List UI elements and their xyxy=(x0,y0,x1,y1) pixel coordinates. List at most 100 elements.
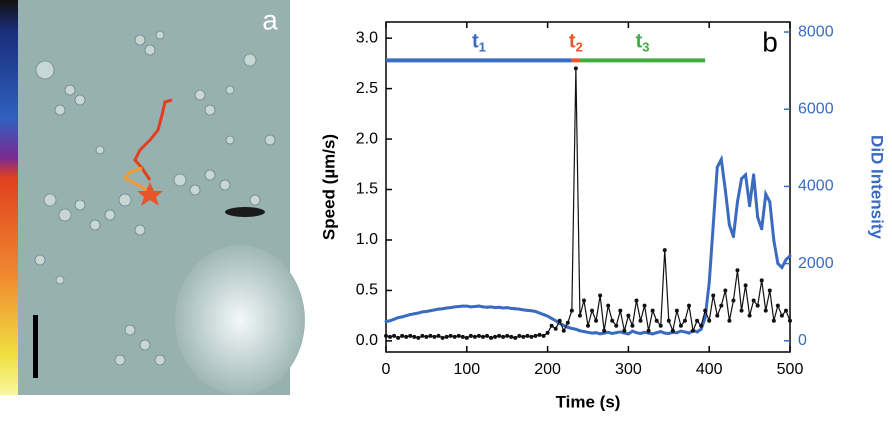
data-point xyxy=(521,334,526,339)
microscopy-panel: a xyxy=(0,0,305,395)
phase-label-main: t xyxy=(472,31,479,53)
data-point xyxy=(549,323,554,328)
data-point xyxy=(481,305,485,309)
data-point xyxy=(598,293,603,298)
data-point xyxy=(630,323,635,328)
data-point xyxy=(569,308,574,313)
data-point xyxy=(626,332,630,336)
data-point xyxy=(663,331,667,335)
data-point xyxy=(751,298,756,303)
data-point xyxy=(562,323,566,327)
data-point xyxy=(460,334,465,339)
data-point xyxy=(441,307,445,311)
data-point xyxy=(477,304,481,308)
y-tick-label: 3.0 xyxy=(356,29,378,46)
x-tick-label: 0 xyxy=(382,361,391,378)
data-point xyxy=(723,188,727,192)
data-point xyxy=(594,318,599,323)
y-tick-label: 1.5 xyxy=(356,181,378,198)
data-point xyxy=(400,315,404,319)
data-point xyxy=(408,313,412,317)
data-point xyxy=(493,334,498,339)
color-bar xyxy=(0,0,18,395)
data-point xyxy=(545,330,550,335)
data-point xyxy=(480,334,485,339)
data-point xyxy=(557,318,562,323)
data-point xyxy=(784,258,788,262)
data-point xyxy=(675,331,679,335)
data-point xyxy=(764,192,768,196)
star-marker xyxy=(137,182,163,206)
data-point xyxy=(678,323,683,328)
data-point xyxy=(638,318,643,323)
data-point xyxy=(590,331,594,335)
data-point xyxy=(449,306,453,310)
data-point xyxy=(416,311,420,315)
data-point xyxy=(658,323,663,328)
data-point xyxy=(703,308,708,313)
y-tick-label: 0.5 xyxy=(356,282,378,299)
data-point xyxy=(682,318,687,323)
data-point xyxy=(505,333,510,338)
data-point xyxy=(610,318,615,323)
data-point xyxy=(565,320,570,325)
data-point xyxy=(771,318,776,323)
data-point xyxy=(703,316,707,320)
data-point xyxy=(473,304,477,308)
data-point xyxy=(715,165,719,169)
y-tick-label: 1.0 xyxy=(356,231,378,248)
data-point xyxy=(783,308,788,313)
panel-label: b xyxy=(762,26,778,57)
data-point xyxy=(513,307,517,311)
phase-label-subscript: 3 xyxy=(642,40,649,55)
data-point xyxy=(768,200,772,204)
data-point xyxy=(646,328,651,333)
y-tick-label: 0.0 xyxy=(356,332,378,349)
phase-label-main: t xyxy=(569,31,576,53)
data-point xyxy=(453,305,457,309)
data-point xyxy=(763,308,768,313)
data-point xyxy=(457,304,461,308)
data-point xyxy=(735,268,740,273)
data-point xyxy=(517,333,522,338)
data-point xyxy=(788,254,792,258)
data-point xyxy=(542,313,546,317)
data-point xyxy=(445,306,449,310)
data-point xyxy=(533,333,538,338)
data-point xyxy=(440,335,445,340)
trajectory xyxy=(133,98,173,181)
data-point xyxy=(521,308,525,312)
data-point xyxy=(691,328,696,333)
data-point xyxy=(384,333,388,338)
data-point xyxy=(404,334,409,339)
data-point xyxy=(525,308,529,312)
data-point xyxy=(420,333,425,338)
data-point xyxy=(546,314,550,318)
data-point xyxy=(577,313,582,318)
data-point xyxy=(485,333,489,338)
data-point xyxy=(550,316,554,320)
data-point xyxy=(469,305,473,309)
data-point xyxy=(396,316,400,320)
data-point xyxy=(448,333,453,338)
data-point xyxy=(687,331,691,335)
data-point xyxy=(719,157,723,161)
y-tick-label: 2.0 xyxy=(356,130,378,147)
data-point xyxy=(776,262,780,266)
cell-texture xyxy=(34,30,276,366)
data-point xyxy=(715,313,720,318)
data-point xyxy=(622,328,627,333)
x-tick-label: 100 xyxy=(453,361,480,378)
plot-frame xyxy=(385,21,791,353)
data-point xyxy=(476,333,481,338)
data-point xyxy=(759,278,764,283)
data-point xyxy=(561,328,566,333)
data-point xyxy=(707,281,711,285)
data-point xyxy=(598,332,602,336)
data-point xyxy=(412,312,416,316)
data-point xyxy=(461,304,465,308)
data-point xyxy=(731,235,735,239)
chart: 0 100 200 300 400 500 0.0 0.5 1.0 1.5 2.0 2.5 3.0 0 20… xyxy=(319,21,887,411)
data-point xyxy=(578,329,582,333)
